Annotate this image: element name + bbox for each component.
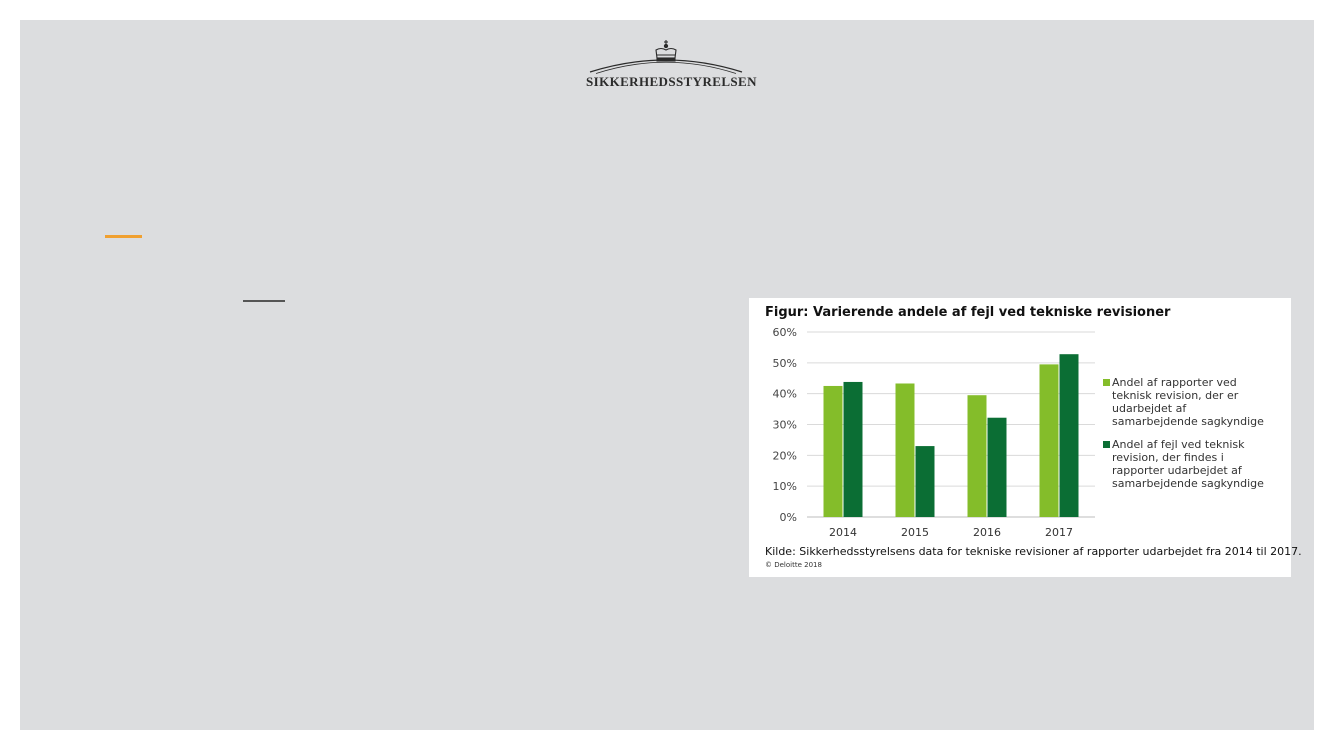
figure-title: Figur: Varierende andele af fejl ved tek… [765,305,1171,320]
y-tick-label: 30% [773,419,797,432]
accent-line [105,235,142,238]
bar-light-2014 [823,385,843,517]
bar-dark-2015 [915,446,935,517]
bar-dark-2017 [1059,354,1079,517]
legend-label-2-line-1: Andel af fejl ved teknisk [1112,438,1245,451]
legend-label-1-line-4: samarbejdende sagkyndige [1112,415,1264,428]
bar-light-2016 [967,395,987,517]
brand-name: SIKKERHEDSSTYRELSEN [586,74,757,89]
x-tick-label: 2017 [1045,526,1073,539]
y-tick-label: 0% [780,511,797,524]
figure-panel: Figur: Varierende andele af fejl ved tek… [749,298,1302,577]
x-tick-label: 2014 [829,526,857,539]
legend-swatch-dark [1103,441,1110,448]
crown-icon [589,40,743,74]
legend-label-1: Andel af rapporter ved teknisk revision,… [1112,376,1283,428]
legend-item-series-1: Andel af rapporter ved teknisk revision,… [1103,376,1283,428]
legend-label-1-line-1: Andel af rapporter ved [1112,376,1237,389]
logo: SIKKERHEDSSTYRELSEN [586,38,757,90]
y-tick-label: 60% [773,326,797,339]
legend-label-1-line-2: teknisk revision, der er [1112,389,1239,402]
divider-line [243,300,285,302]
bar-light-2015 [895,383,915,517]
legend-label-1-line-3: udarbejdet af [1112,402,1187,415]
bar-dark-2014 [843,381,863,517]
legend-label-2: Andel af fejl ved teknisk revision, der … [1112,438,1283,490]
legend-item-series-2: Andel af fejl ved teknisk revision, der … [1103,438,1283,490]
chart-legend: Andel af rapporter ved teknisk revision,… [1103,376,1283,500]
bar-chart: 0% 10% 20% 30% 40% 50% 60% 2014 2015 2016 2017 [773,326,1095,539]
y-tick-label: 20% [773,449,797,462]
legend-label-2-line-3: rapporter udarbejdet af [1112,464,1242,477]
legend-swatch-light [1103,379,1110,386]
x-tick-label: 2015 [901,526,929,539]
bar-light-2017 [1039,364,1059,517]
slide: SIKKERHEDSSTYRELSEN Figur: Varierende an… [20,20,1314,730]
bar-dark-2016 [987,417,1007,517]
legend-label-2-line-2: revision, der findes i [1112,451,1224,464]
legend-label-2-line-4: samarbejdende sagkyndige [1112,477,1264,490]
figure-source: Kilde: Sikkerhedsstyrelsens data for tek… [765,545,1302,558]
x-tick-label: 2016 [973,526,1001,539]
figure-copyright: © Deloitte 2018 [765,561,822,569]
y-tick-label: 50% [773,357,797,370]
y-tick-label: 10% [773,480,797,493]
y-tick-label: 40% [773,388,797,401]
